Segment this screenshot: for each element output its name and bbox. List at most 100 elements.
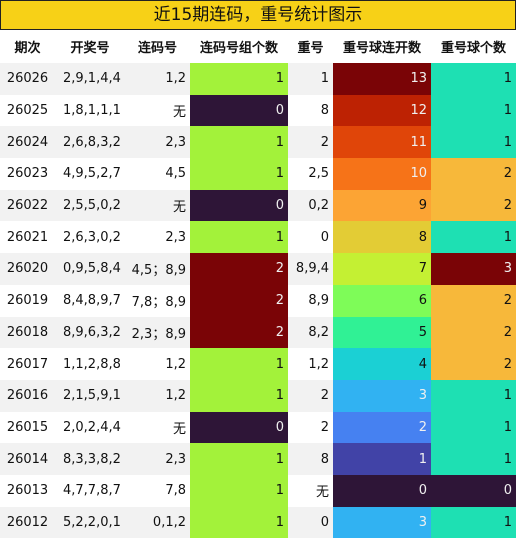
cell-repeat-streak: 6: [333, 284, 431, 317]
header-period: 期次: [0, 30, 55, 63]
cell-period: 26021: [0, 221, 55, 254]
cell-consecutive-numbers: 2,3: [125, 126, 190, 159]
cell-repeat-count: 1: [431, 506, 516, 539]
cell-repeat-count: 1: [431, 94, 516, 127]
cell-consecutive-group-count: 2: [190, 316, 288, 349]
table-row: 26025 1,8,1,1,1 无 0 8 12 1: [0, 94, 516, 127]
cell-repeat-numbers: 8: [288, 94, 333, 127]
cell-draw-numbers: 2,9,1,4,4: [55, 63, 125, 95]
cell-repeat-streak: 11: [333, 126, 431, 159]
cell-repeat-streak: 5: [333, 316, 431, 349]
cell-repeat-streak: 7: [333, 253, 431, 285]
header-draw-numbers: 开奖号: [55, 30, 125, 63]
cell-repeat-numbers: 0,2: [288, 189, 333, 222]
cell-repeat-streak: 3: [333, 379, 431, 412]
cell-repeat-numbers: 2: [288, 411, 333, 444]
table-row: 26019 8,4,8,9,7 7,8；8,9 2 8,9 6 2: [0, 284, 516, 317]
cell-draw-numbers: 8,3,3,8,2: [55, 443, 125, 475]
cell-repeat-count: 1: [431, 126, 516, 159]
cell-repeat-count: 2: [431, 158, 516, 190]
cell-period: 26022: [0, 189, 55, 222]
cell-draw-numbers: 8,9,6,3,2: [55, 316, 125, 349]
cell-period: 26018: [0, 316, 55, 349]
cell-consecutive-group-count: 1: [190, 221, 288, 254]
cell-repeat-streak: 10: [333, 158, 431, 190]
cell-repeat-streak: 1: [333, 443, 431, 475]
cell-period: 26019: [0, 284, 55, 317]
cell-draw-numbers: 2,6,3,0,2: [55, 221, 125, 254]
table-row: 26023 4,9,5,2,7 4,5 1 2,5 10 2: [0, 158, 516, 190]
cell-repeat-streak: 2: [333, 411, 431, 444]
cell-consecutive-numbers: 7,8: [125, 474, 190, 507]
cell-draw-numbers: 5,2,2,0,1: [55, 506, 125, 539]
table-row: 26013 4,7,7,8,7 7,8 1 无 0 0: [0, 474, 516, 507]
table-row: 26018 8,9,6,3,2 2,3；8,9 2 8,2 5 2: [0, 316, 516, 349]
cell-repeat-count: 1: [431, 379, 516, 412]
cell-period: 26015: [0, 411, 55, 444]
cell-consecutive-group-count: 2: [190, 253, 288, 285]
cell-consecutive-group-count: 1: [190, 126, 288, 159]
cell-consecutive-group-count: 1: [190, 158, 288, 190]
sheet-title: 近15期连码，重号统计图示: [0, 0, 516, 30]
cell-consecutive-group-count: 1: [190, 474, 288, 507]
cell-consecutive-numbers: 无: [125, 411, 190, 444]
cell-consecutive-numbers: 2,3: [125, 443, 190, 475]
table-body: 26026 2,9,1,4,4 1,2 1 1 13 1 26025 1,8,1,1,1 无 0 8 1…: [0, 63, 516, 539]
header-repeat-numbers: 重号: [288, 30, 333, 63]
header-repeat-count: 重号球个数: [431, 30, 516, 63]
cell-repeat-numbers: 2: [288, 379, 333, 412]
cell-consecutive-numbers: 1,2: [125, 379, 190, 412]
table-row: 26016 2,1,5,9,1 1,2 1 2 3 1: [0, 379, 516, 412]
cell-repeat-streak: 13: [333, 63, 431, 95]
cell-repeat-numbers: 1,2: [288, 348, 333, 380]
cell-repeat-streak: 8: [333, 221, 431, 254]
table-row: 26012 5,2,2,0,1 0,1,2 1 0 3 1: [0, 506, 516, 539]
cell-consecutive-numbers: 0,1,2: [125, 506, 190, 539]
cell-draw-numbers: 2,5,5,0,2: [55, 189, 125, 222]
table-row: 26020 0,9,5,8,4 4,5；8,9 2 8,9,4 7 3: [0, 253, 516, 285]
table-row: 26015 2,0,2,4,4 无 0 2 2 1: [0, 411, 516, 444]
cell-repeat-count: 1: [431, 63, 516, 95]
cell-repeat-numbers: 8: [288, 443, 333, 475]
header-repeat-streak: 重号球连开数: [333, 30, 431, 63]
cell-repeat-numbers: 2: [288, 126, 333, 159]
cell-consecutive-group-count: 0: [190, 189, 288, 222]
table-row: 26021 2,6,3,0,2 2,3 1 0 8 1: [0, 221, 516, 254]
cell-consecutive-group-count: 0: [190, 94, 288, 127]
cell-period: 26025: [0, 94, 55, 127]
table-row: 26022 2,5,5,0,2 无 0 0,2 9 2: [0, 189, 516, 222]
table-row: 26024 2,6,8,3,2 2,3 1 2 11 1: [0, 126, 516, 159]
table-row: 26014 8,3,3,8,2 2,3 1 8 1 1: [0, 443, 516, 475]
cell-period: 26016: [0, 379, 55, 412]
cell-period: 26026: [0, 63, 55, 95]
cell-repeat-numbers: 0: [288, 506, 333, 539]
cell-draw-numbers: 2,0,2,4,4: [55, 411, 125, 444]
cell-period: 26014: [0, 443, 55, 475]
cell-draw-numbers: 4,9,5,2,7: [55, 158, 125, 190]
cell-consecutive-numbers: 1,2: [125, 348, 190, 380]
cell-period: 26024: [0, 126, 55, 159]
header-consecutive-group-count: 连码号组个数: [190, 30, 288, 63]
cell-consecutive-group-count: 1: [190, 443, 288, 475]
cell-consecutive-group-count: 1: [190, 379, 288, 412]
cell-repeat-streak: 9: [333, 189, 431, 222]
cell-repeat-numbers: 8,9: [288, 284, 333, 317]
cell-consecutive-group-count: 1: [190, 348, 288, 380]
table-row: 26017 1,1,2,8,8 1,2 1 1,2 4 2: [0, 348, 516, 380]
cell-consecutive-numbers: 4,5: [125, 158, 190, 190]
cell-consecutive-numbers: 2,3；8,9: [125, 316, 190, 349]
cell-draw-numbers: 0,9,5,8,4: [55, 253, 125, 285]
cell-consecutive-group-count: 0: [190, 411, 288, 444]
cell-repeat-count: 2: [431, 189, 516, 222]
cell-draw-numbers: 1,8,1,1,1: [55, 94, 125, 127]
cell-consecutive-group-count: 2: [190, 284, 288, 317]
cell-consecutive-numbers: 4,5；8,9: [125, 253, 190, 285]
cell-repeat-count: 2: [431, 284, 516, 317]
cell-repeat-streak: 3: [333, 506, 431, 539]
table-row: 26026 2,9,1,4,4 1,2 1 1 13 1: [0, 63, 516, 95]
cell-repeat-numbers: 无: [288, 474, 333, 507]
cell-repeat-streak: 0: [333, 474, 431, 507]
cell-repeat-count: 2: [431, 348, 516, 380]
cell-repeat-count: 2: [431, 316, 516, 349]
